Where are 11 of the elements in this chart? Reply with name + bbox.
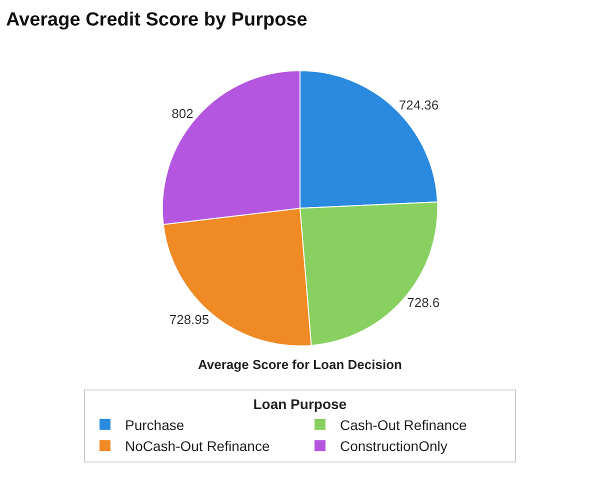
data-label: 728.6: [407, 294, 440, 310]
legend-label: Cash-Out Refinance: [340, 416, 468, 433]
data-label: 728.95: [169, 312, 210, 327]
text: Average Score for Loan Decision: [198, 357, 402, 372]
legend-title: Loan Purpose: [253, 396, 347, 412]
data-label: 802: [172, 106, 194, 122]
legend-label: NoCash-Out Refinance: [125, 438, 270, 454]
chart-title: Average Credit Score by Purpose: [6, 9, 308, 30]
legend-label: Purchase: [125, 416, 184, 433]
data-label: 724.36: [398, 97, 439, 112]
legend-label: ConstructionOnly: [340, 438, 448, 454]
